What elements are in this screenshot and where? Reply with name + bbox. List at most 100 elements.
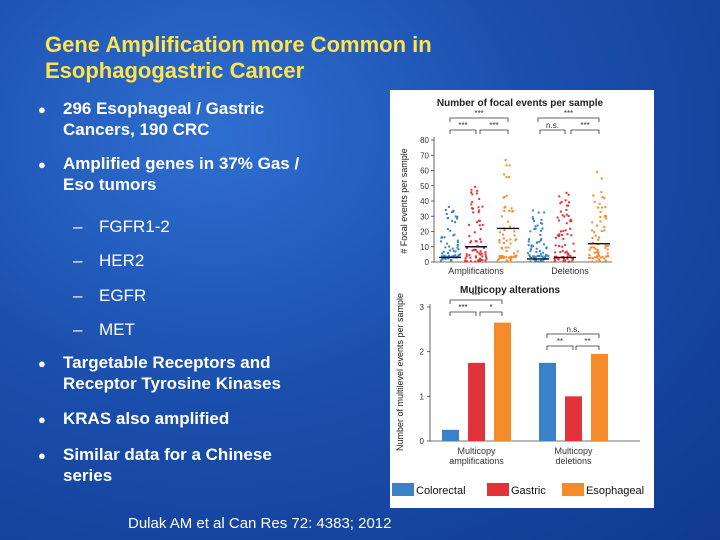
chart-a-point — [505, 239, 508, 242]
chart-a-point — [599, 256, 602, 259]
legend-label: Colorectal — [416, 485, 466, 497]
chart-a-point — [541, 255, 544, 258]
chart-a-point — [590, 246, 593, 249]
chart-a-point — [570, 220, 573, 223]
chart-a-point — [440, 236, 443, 239]
chart-a-point — [468, 235, 471, 238]
chart-a-point — [480, 240, 483, 243]
chart-a-point — [596, 224, 599, 227]
chart-a-point — [605, 215, 608, 218]
chart-a-point — [540, 229, 543, 232]
chart-a-point — [567, 193, 570, 196]
chart-a-tick-label: 70 — [420, 151, 429, 160]
chart-a-point — [456, 217, 459, 220]
chart-a-significance-label: *** — [564, 109, 573, 118]
chart-a-point — [457, 255, 460, 258]
chart-b-significance-label: n.s. — [567, 325, 580, 334]
chart-a-point — [479, 258, 482, 261]
chart-a-point — [452, 254, 455, 257]
chart-a-point — [476, 221, 479, 224]
chart-a-point — [560, 200, 563, 203]
chart-a-point — [540, 237, 543, 240]
figure-panel: Number of focal events per sample # Focal… — [390, 90, 654, 508]
chart-a-point — [478, 197, 481, 200]
chart-a-point — [471, 193, 474, 196]
chart-a-point — [503, 242, 506, 245]
chart-a-point — [441, 258, 444, 261]
chart-a-point — [559, 251, 562, 254]
chart-a-point — [484, 253, 487, 256]
title-line-2: Esophagogastric Cancer — [45, 58, 305, 83]
chart-a-point — [569, 254, 572, 257]
chart-a-point — [515, 254, 518, 257]
chart-a-point — [500, 256, 503, 259]
chart-a-point — [516, 250, 519, 253]
chart-a-point — [588, 254, 591, 257]
chart-a-point — [604, 214, 607, 217]
chart-a-point — [479, 228, 482, 231]
chart-a-point — [562, 257, 565, 260]
chart-a-point — [599, 215, 602, 218]
chart-a-point — [542, 251, 545, 254]
chart-a-point — [469, 256, 472, 259]
chart-a-point — [509, 238, 512, 241]
chart-a-tick-label: 80 — [420, 136, 429, 145]
chart-a-point — [540, 255, 543, 258]
chart-a-point — [596, 248, 599, 251]
chart-a-point — [505, 176, 508, 179]
chart-a-point — [543, 211, 546, 214]
chart-a-point — [484, 251, 487, 254]
chart-a-point — [553, 257, 556, 260]
chart-a-point — [446, 227, 449, 230]
chart-a-point — [588, 248, 591, 251]
chart-a-point — [592, 194, 595, 197]
title-line-1: Gene Amplification more Common in — [45, 32, 432, 57]
chart-a-point — [470, 240, 473, 243]
chart-a-point — [456, 241, 459, 244]
chart-a-point — [504, 159, 507, 162]
chart-a-point — [481, 223, 484, 226]
chart-a-point — [595, 255, 598, 258]
chart-b-bar — [591, 353, 608, 441]
chart-a-point — [497, 257, 500, 260]
chart-a-point — [591, 237, 594, 240]
chart-a-point — [527, 243, 530, 246]
chart-a-point — [599, 220, 602, 223]
chart-a-point — [505, 194, 508, 197]
bullet-dot-icon: ● — [38, 448, 46, 463]
chart-a-point — [499, 256, 502, 259]
chart-a-point — [484, 259, 487, 262]
chart-a-point — [596, 256, 599, 259]
chart-a-point — [589, 256, 592, 259]
chart-a-point — [533, 228, 536, 231]
chart-a-point — [598, 254, 601, 257]
chart-a-point — [478, 224, 481, 227]
chart-a-point — [542, 257, 545, 260]
chart-a-point — [591, 221, 594, 224]
chart-a-significance-label: *** — [458, 121, 467, 130]
chart-a-point — [597, 251, 600, 254]
chart-a-point — [480, 252, 483, 255]
chart-a-point — [471, 207, 474, 210]
chart-b-bar — [494, 322, 511, 441]
chart-a-point — [567, 260, 570, 263]
chart-a-point — [596, 249, 599, 252]
chart-a-point — [606, 248, 609, 251]
chart-a-point — [600, 230, 603, 233]
chart-a-point — [471, 200, 474, 203]
chart-a-point — [562, 230, 565, 233]
chart-a-point — [528, 254, 531, 257]
chart-a-point — [604, 259, 607, 262]
chart-a-point — [534, 225, 537, 228]
chart-a-point — [563, 215, 566, 218]
chart-a-point — [468, 254, 471, 257]
chart-a-point — [482, 246, 485, 249]
chart-a-point — [474, 260, 477, 263]
slide-title: Gene Amplification more Common in Esopha… — [45, 32, 565, 84]
chart-a-point — [476, 189, 479, 192]
chart-a-point — [527, 238, 530, 241]
chart-b-significance-label: ** — [557, 337, 563, 346]
chart-a-point — [539, 252, 542, 255]
chart-a-point — [561, 214, 564, 217]
legend-swatch — [487, 483, 509, 496]
